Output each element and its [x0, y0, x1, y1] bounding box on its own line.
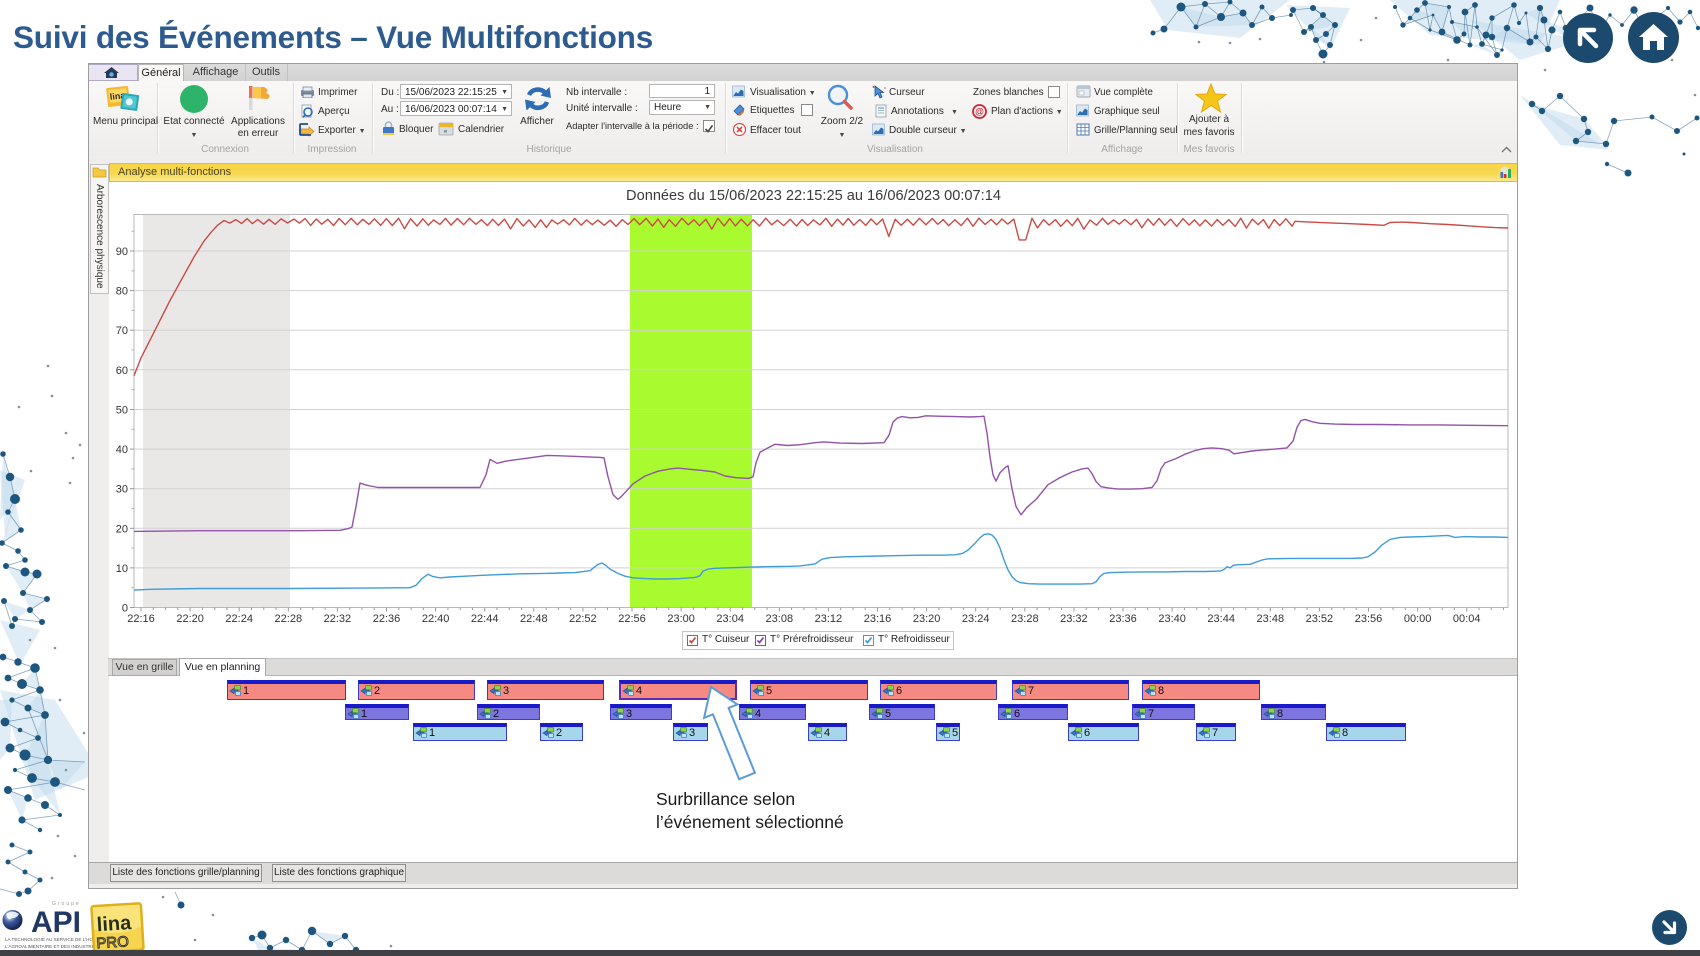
svg-text:22:52: 22:52	[569, 613, 597, 625]
svg-text:@: @	[975, 107, 984, 117]
svg-text:23:56: 23:56	[1355, 613, 1383, 625]
svg-text:23:04: 23:04	[716, 613, 744, 625]
svg-text:23:28: 23:28	[1011, 613, 1039, 625]
svg-text:60: 60	[116, 365, 128, 377]
svg-text:22:24: 22:24	[225, 613, 253, 625]
svg-text:22:32: 22:32	[324, 613, 352, 625]
svg-text:23:12: 23:12	[815, 613, 843, 625]
svg-text:22:16: 22:16	[127, 613, 155, 625]
svg-text:LA TECHNOLOGIE AU SERVICE: LA TECHNOLOGIE AU SERVICE DE L'HOMME	[5, 937, 104, 942]
svg-text:22:40: 22:40	[422, 613, 450, 625]
svg-text:70: 70	[116, 325, 128, 337]
svg-text:22:20: 22:20	[176, 613, 204, 625]
svg-text:22:44: 22:44	[471, 613, 499, 625]
svg-text:90: 90	[116, 246, 128, 258]
svg-text:L'AGROALIMENTAIRE ET DES: L'AGROALIMENTAIRE ET DES INDUSTRIES	[5, 944, 99, 949]
svg-text:23:32: 23:32	[1060, 613, 1088, 625]
svg-text:20: 20	[116, 523, 128, 535]
svg-text:23:40: 23:40	[1158, 613, 1186, 625]
svg-text:23:16: 23:16	[864, 613, 892, 625]
svg-text:40: 40	[116, 444, 128, 456]
svg-text:PRO: PRO	[96, 933, 129, 952]
svg-text:23:08: 23:08	[766, 613, 794, 625]
svg-text:50: 50	[116, 405, 128, 417]
svg-text:23:52: 23:52	[1306, 613, 1334, 625]
svg-text:API: API	[31, 906, 81, 939]
svg-text:10: 10	[116, 563, 128, 575]
svg-text:22:36: 22:36	[373, 613, 401, 625]
svg-text:23:00: 23:00	[667, 613, 695, 625]
svg-text:23:44: 23:44	[1207, 613, 1235, 625]
svg-text:80: 80	[116, 286, 128, 298]
svg-text:00:04: 00:04	[1453, 613, 1481, 625]
svg-text:23:20: 23:20	[913, 613, 941, 625]
svg-text:0: 0	[122, 603, 128, 615]
svg-text:23:36: 23:36	[1109, 613, 1137, 625]
svg-text:lina: lina	[96, 912, 133, 936]
svg-text:23:48: 23:48	[1257, 613, 1285, 625]
svg-text:23:24: 23:24	[962, 613, 990, 625]
svg-text:lina: lina	[109, 90, 126, 102]
svg-text:22:56: 22:56	[618, 613, 646, 625]
svg-text:22:48: 22:48	[520, 613, 548, 625]
svg-text:30: 30	[116, 484, 128, 496]
svg-text:Groupe: Groupe	[52, 901, 81, 907]
svg-text:00:00: 00:00	[1404, 613, 1432, 625]
svg-text:22:28: 22:28	[275, 613, 303, 625]
